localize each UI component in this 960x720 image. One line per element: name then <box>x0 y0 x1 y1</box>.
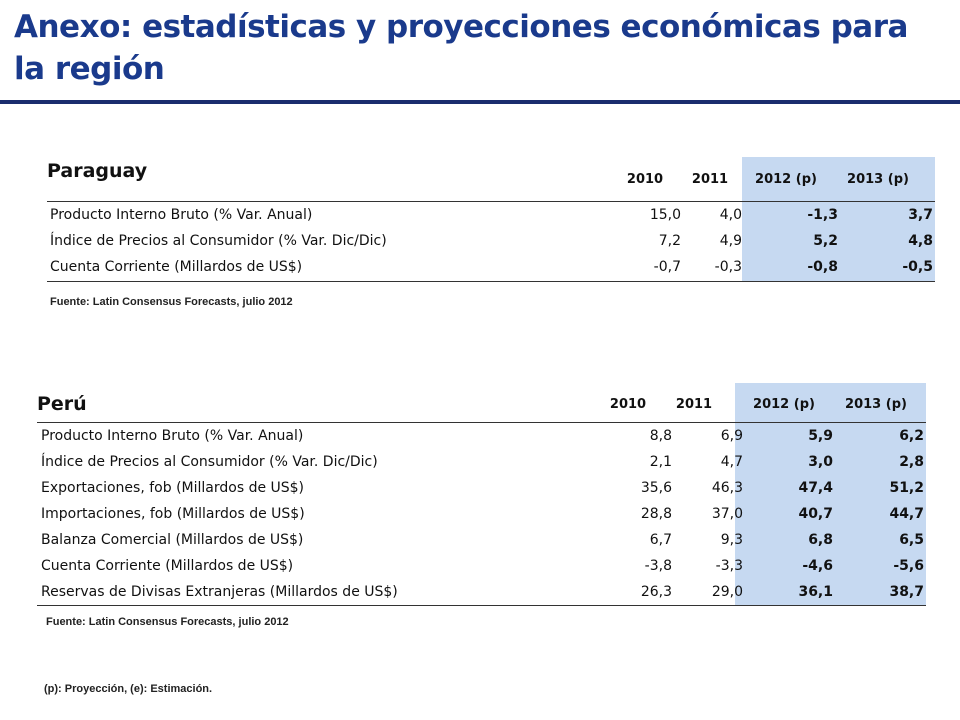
page-title: Anexo: estadísticas y proyecciones econó… <box>14 9 908 87</box>
country-name: Perú <box>37 393 87 415</box>
header-rule <box>37 422 926 423</box>
value-2013p: -0,5 <box>902 259 933 275</box>
year-header: 2010 <box>626 172 664 187</box>
table-row: Índice de Precios al Consumidor (% Var. … <box>47 228 935 254</box>
value-2011: -3,3 <box>715 558 743 574</box>
projection-highlight <box>735 383 926 606</box>
value-2013p: -5,6 <box>893 558 924 574</box>
value-2013p: 6,2 <box>899 428 924 444</box>
value-2013p: 38,7 <box>889 584 924 600</box>
value-2010: 6,7 <box>649 532 672 548</box>
value-2010: 15,0 <box>649 207 681 223</box>
table-row: Cuenta Corriente (Millardos de US$) -3,8… <box>37 553 926 579</box>
value-2010: 26,3 <box>640 584 672 600</box>
value-2012p: 36,1 <box>798 584 833 600</box>
table-row: Balanza Comercial (Millardos de US$) 6,7… <box>37 527 926 553</box>
value-2012p: 5,2 <box>813 233 838 249</box>
value-2011: 4,0 <box>719 207 742 223</box>
source-note: Fuente: Latin Consensus Forecasts, julio… <box>46 616 289 628</box>
projection-highlight <box>742 157 935 282</box>
footnote: (p): Proyección, (e): Estimación. <box>44 683 213 695</box>
value-2013p: 4,8 <box>908 233 933 249</box>
table-row: Reservas de Divisas Extranjeras (Millard… <box>37 579 926 605</box>
bottom-rule <box>37 605 926 606</box>
value-2010: 35,6 <box>640 480 672 496</box>
title-divider <box>0 100 960 104</box>
value-2013p: 2,8 <box>899 454 924 470</box>
row-label: Importaciones, fob (Millardos de US$) <box>41 506 305 522</box>
value-2012p: 40,7 <box>798 506 833 522</box>
year-header: 2011 <box>675 397 713 412</box>
row-label: Balanza Comercial (Millardos de US$) <box>41 532 304 548</box>
value-2012p: 6,8 <box>808 532 833 548</box>
table-row: Cuenta Corriente (Millardos de US$) -0,7… <box>47 254 935 280</box>
country-name: Paraguay <box>47 160 148 182</box>
value-2012p: -1,3 <box>807 207 838 223</box>
value-2012p: 3,0 <box>808 454 833 470</box>
value-2010: 8,8 <box>649 428 672 444</box>
value-2011: 37,0 <box>711 506 743 522</box>
row-label: Índice de Precios al Consumidor (% Var. … <box>50 233 387 249</box>
row-label: Producto Interno Bruto (% Var. Anual) <box>41 428 304 444</box>
row-label: Producto Interno Bruto (% Var. Anual) <box>50 207 313 223</box>
value-2010: 28,8 <box>640 506 672 522</box>
row-label: Índice de Precios al Consumidor (% Var. … <box>41 454 378 470</box>
value-2011: 9,3 <box>720 532 743 548</box>
value-2012p: -4,6 <box>802 558 833 574</box>
year-header: 2013 (p) <box>845 397 907 412</box>
table-row: Índice de Precios al Consumidor (% Var. … <box>37 449 926 475</box>
value-2012p: 5,9 <box>808 428 833 444</box>
value-2013p: 6,5 <box>899 532 924 548</box>
row-label: Exportaciones, fob (Millardos de US$) <box>41 480 305 496</box>
value-2010: -3,8 <box>644 558 672 574</box>
year-header: 2010 <box>609 397 647 412</box>
value-2013p: 51,2 <box>889 480 924 496</box>
value-2013p: 3,7 <box>908 207 933 223</box>
bottom-rule <box>47 281 935 282</box>
row-label: Reservas de Divisas Extranjeras (Millard… <box>41 584 398 600</box>
peru-table: Perú 2010 2011 2012 (p) 2013 (p) Product… <box>37 383 926 606</box>
value-2013p: 44,7 <box>889 506 924 522</box>
header-rule <box>47 201 935 202</box>
table-row: Importaciones, fob (Millardos de US$) 28… <box>37 501 926 527</box>
year-header: 2012 (p) <box>755 172 817 187</box>
year-header: 2011 <box>691 172 729 187</box>
table-row: Producto Interno Bruto (% Var. Anual) 15… <box>47 202 935 228</box>
year-header: 2012 (p) <box>753 397 815 412</box>
value-2010: 7,2 <box>658 233 681 249</box>
table-row: Producto Interno Bruto (% Var. Anual) 8,… <box>37 423 926 449</box>
value-2011: 4,7 <box>720 454 743 470</box>
value-2010: 2,1 <box>649 454 672 470</box>
row-label: Cuenta Corriente (Millardos de US$) <box>41 558 294 574</box>
value-2011: 6,9 <box>720 428 743 444</box>
value-2011: 29,0 <box>711 584 743 600</box>
value-2012p: -0,8 <box>807 259 838 275</box>
value-2011: -0,3 <box>714 259 742 275</box>
value-2012p: 47,4 <box>798 480 833 496</box>
value-2011: 4,9 <box>719 233 742 249</box>
value-2010: -0,7 <box>653 259 681 275</box>
value-2011: 46,3 <box>711 480 743 496</box>
paraguay-table: Paraguay 2010 2011 2012 (p) 2013 (p) Pro… <box>47 157 935 282</box>
source-note: Fuente: Latin Consensus Forecasts, julio… <box>50 296 293 308</box>
table-row: Exportaciones, fob (Millardos de US$) 35… <box>37 475 926 501</box>
year-header: 2013 (p) <box>847 172 909 187</box>
row-label: Cuenta Corriente (Millardos de US$) <box>50 259 303 275</box>
